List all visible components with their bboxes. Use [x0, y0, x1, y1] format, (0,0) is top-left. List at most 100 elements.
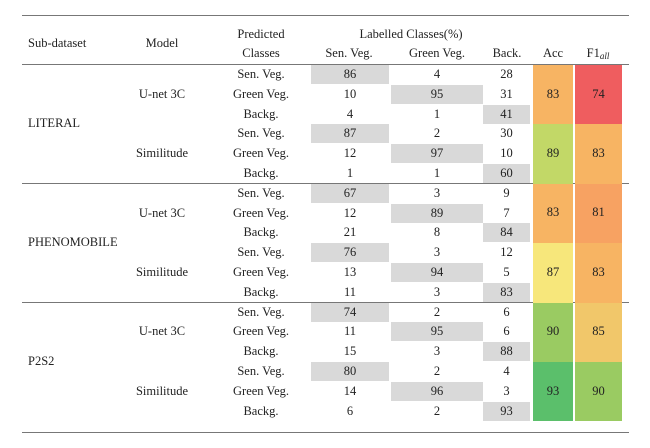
cell-value: 12: [343, 205, 357, 220]
cell-value: 6: [503, 304, 510, 319]
table-bottom-rule: [22, 432, 629, 433]
predicted-class-label: Sen. Veg.: [237, 245, 285, 260]
diagonal-cell: 86: [311, 65, 389, 84]
value-cell: 11: [311, 283, 389, 302]
value-cell: 3: [483, 382, 530, 401]
cell-value: 3: [503, 383, 510, 398]
value-cell: 3: [391, 342, 483, 361]
cell-value: 95: [430, 324, 444, 339]
header-rule: [22, 64, 629, 65]
cell-value: 3: [433, 284, 441, 299]
cell-value: 3: [433, 245, 441, 260]
value-cell: 1: [311, 164, 389, 183]
cell-value: 96: [430, 383, 444, 398]
cell-value: 6: [503, 324, 510, 339]
header-sen-veg: Sen. Veg.: [325, 46, 373, 60]
cell-value: 76: [343, 245, 357, 260]
header-back: Back.: [492, 46, 522, 60]
acc-cell: 83: [533, 183, 573, 244]
cell-value: 11: [343, 284, 357, 299]
model-label: U-net 3C: [138, 324, 186, 339]
value-cell: 6: [483, 322, 530, 341]
f1-cell: 81: [575, 183, 622, 244]
f1-cell: 85: [575, 302, 622, 362]
acc-value: 90: [546, 324, 560, 339]
f1-value: 74: [592, 86, 605, 101]
value-cell: 2: [391, 124, 483, 143]
predicted-class-label: Sen. Veg.: [237, 185, 285, 200]
predicted-class-label: Green Veg.: [233, 265, 289, 279]
cell-value: 83: [500, 284, 513, 299]
cell-value: 87: [343, 126, 357, 141]
predicted-class-label: Backg.: [243, 284, 279, 299]
cell-value: 95: [430, 86, 444, 101]
subdataset-label: P2S2: [28, 354, 55, 368]
cell-value: 7: [503, 205, 510, 220]
predicted-class-label: Backg.: [243, 106, 279, 121]
value-cell: 3: [391, 243, 483, 262]
cell-value: 11: [343, 324, 357, 339]
model-label: U-net 3C: [138, 86, 186, 101]
f1-value: 90: [592, 383, 605, 398]
f1-cell: 74: [575, 65, 622, 125]
diagonal-cell: 80: [311, 362, 389, 381]
cell-value: 5: [503, 265, 510, 279]
header-model: Model: [145, 36, 179, 50]
value-cell: 12: [483, 243, 530, 262]
diagonal-cell: 95: [391, 322, 483, 342]
cell-value: 8: [433, 225, 441, 240]
acc-cell: 83: [533, 65, 573, 125]
diagonal-cell: 74: [311, 302, 389, 322]
predicted-class-label: Green Veg.: [233, 86, 289, 101]
value-cell: 31: [483, 85, 530, 104]
predicted-class-label: Backg.: [243, 344, 279, 359]
value-cell: 10: [311, 85, 389, 104]
value-cell: 21: [311, 223, 389, 242]
cell-value: 88: [500, 344, 513, 359]
table-top-rule: [22, 15, 629, 16]
cell-value: 6: [346, 403, 354, 418]
cell-value: 2: [433, 126, 441, 141]
predicted-class-label: Green Veg.: [233, 205, 289, 220]
diagonal-cell: 41: [483, 104, 530, 124]
acc-value: 93: [546, 383, 560, 398]
group-divider-phenomobile: [22, 302, 629, 303]
value-cell: 4: [483, 362, 530, 381]
subdataset-label: PHENOMOBILE: [28, 235, 118, 250]
header-f1-sub: all: [599, 51, 610, 61]
cell-value: 97: [430, 146, 444, 161]
cell-value: 21: [343, 225, 357, 240]
diagonal-cell: 95: [391, 84, 483, 104]
value-cell: 8: [391, 223, 483, 242]
value-cell: 30: [483, 124, 530, 143]
acc-cell: 93: [533, 362, 573, 422]
cell-value: 2: [433, 364, 441, 378]
predicted-class-label: Backg.: [243, 403, 279, 418]
value-cell: 15: [311, 342, 389, 361]
model-label: Similitude: [135, 146, 189, 161]
f1-cell: 83: [575, 243, 622, 303]
acc-cell: 89: [533, 124, 573, 184]
cell-value: 93: [500, 403, 513, 418]
diagonal-cell: 76: [311, 243, 389, 263]
cell-value: 13: [343, 265, 357, 279]
cell-value: 2: [433, 403, 441, 418]
diagonal-cell: 96: [391, 381, 483, 401]
value-cell: 4: [391, 65, 483, 84]
diagonal-cell: 87: [311, 124, 389, 144]
f1-value: 85: [592, 324, 605, 339]
f1-cell: 90: [575, 362, 622, 422]
value-cell: 1: [391, 105, 483, 124]
diagonal-cell: 93: [483, 401, 530, 421]
group-divider-literal: [22, 183, 629, 184]
cell-value: 84: [500, 225, 513, 240]
cell-value: 74: [343, 304, 357, 319]
acc-value: 83: [546, 205, 560, 220]
subdataset-label: LITERAL: [28, 116, 81, 131]
cell-value: 10: [343, 86, 357, 101]
header-labelled-classes: Labelled Classes(%): [359, 27, 463, 41]
f1-value: 81: [592, 205, 605, 220]
cell-value: 31: [500, 86, 513, 101]
predicted-class-label: Backg.: [243, 166, 279, 180]
